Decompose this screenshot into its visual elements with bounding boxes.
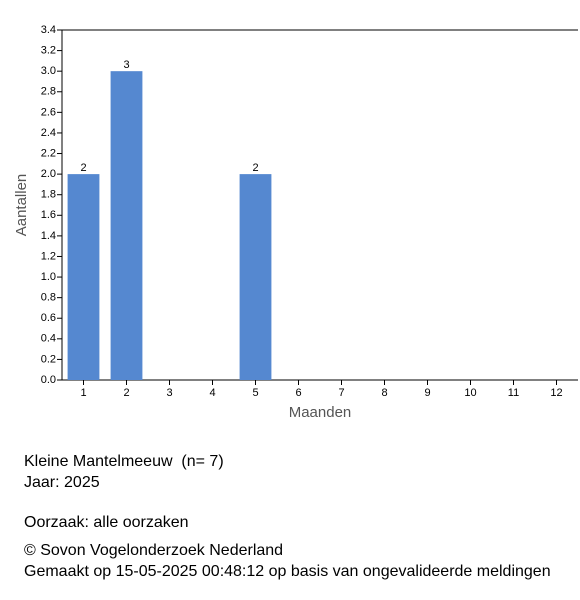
- bar: [110, 71, 143, 381]
- value-label: 2: [80, 162, 86, 174]
- x-tick-label: 7: [338, 387, 344, 399]
- x-tick-label: 1: [80, 387, 86, 399]
- value-label: 2: [252, 162, 258, 174]
- y-tick-label: 1.2: [41, 250, 56, 262]
- y-tick-label: 0.8: [41, 292, 56, 304]
- species: Kleine Mantelmeeuw (n= 7): [24, 453, 224, 470]
- chart: Maanden Aantallen 0.0 0.2 0.4 0.6 0.8 1.0 1.2 1…: [13, 24, 578, 421]
- x-tick-label: 4: [209, 387, 215, 399]
- y-tick-label: 1.6: [41, 209, 56, 221]
- x-tick-label: 10: [464, 387, 476, 399]
- x-tick-label: 5: [252, 387, 258, 399]
- y-axis-title: Aantallen: [13, 174, 30, 237]
- y-tick-label: 2.6: [41, 106, 56, 118]
- y-tick-label: 3.2: [41, 44, 56, 56]
- cause: Oorzaak: alle oorzaken: [24, 514, 189, 531]
- y-tick-label: 2.4: [41, 127, 56, 139]
- made-info: Gemaakt op 15-05-2025 00:48:12 op basis …: [24, 563, 551, 580]
- y-tick-label: 3.4: [41, 24, 56, 36]
- y-tick-label: 2.2: [41, 147, 56, 159]
- y-tick-label: 3.0: [41, 65, 56, 77]
- x-tick-label: 2: [123, 387, 129, 399]
- bar: [239, 174, 272, 380]
- y-tick-label: 1.8: [41, 189, 56, 201]
- bar: [67, 174, 100, 380]
- x-axis-title: Maanden: [289, 404, 352, 421]
- x-tick-label: 12: [550, 387, 562, 399]
- x-tick-label: 3: [166, 387, 172, 399]
- x-tick-label: 6: [295, 387, 301, 399]
- y-tick-label: 2.0: [41, 168, 56, 180]
- y-tick-label: 0.6: [41, 312, 56, 324]
- x-tick-label: 8: [381, 387, 387, 399]
- y-tick-label: 1.0: [41, 271, 56, 283]
- y-tick-label: 2.8: [41, 86, 56, 98]
- year: Jaar: 2025: [24, 474, 100, 491]
- y-tick-label: 1.4: [41, 230, 56, 242]
- copyright: © Sovon Vogelonderzoek Nederland: [24, 542, 284, 559]
- y-tick-label: 0.4: [41, 333, 56, 345]
- value-label: 3: [123, 59, 129, 71]
- y-tick-label: 0.2: [41, 353, 56, 365]
- x-tick-label: 11: [508, 387, 519, 399]
- x-tick-label: 9: [424, 387, 430, 399]
- y-tick-label: 0.0: [41, 374, 56, 386]
